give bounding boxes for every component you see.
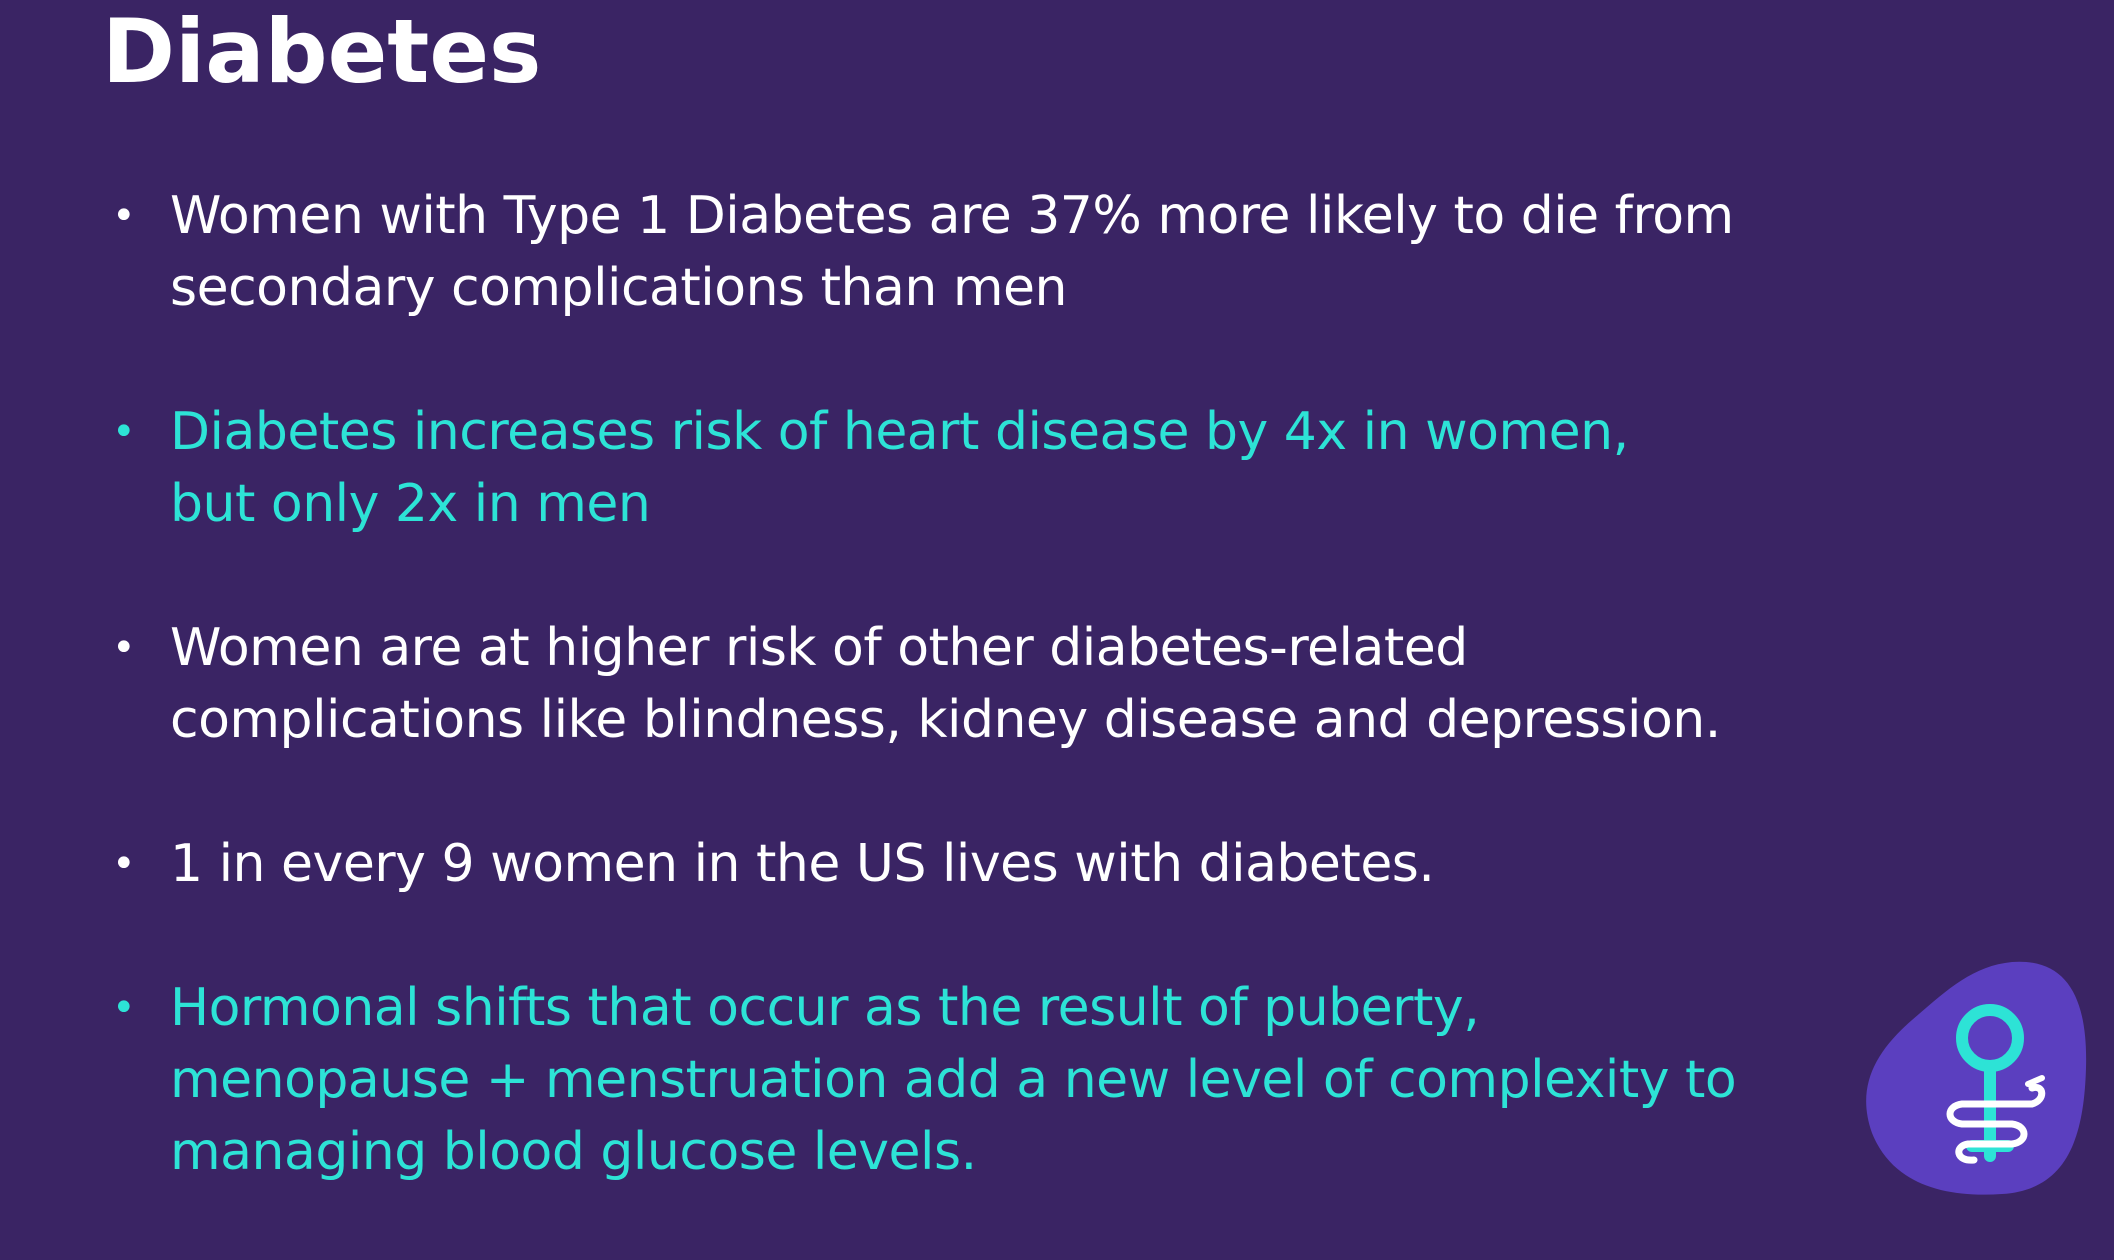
slide: Diabetes • Women with Type 1 Diabetes ar…	[102, 0, 2090, 1198]
bullet-line: menopause + menstruation add a new level…	[170, 1050, 1737, 1110]
logo-blob	[1866, 961, 2087, 1195]
bullet-marker: •	[112, 985, 136, 1031]
snake-head	[2025, 1075, 2045, 1087]
bullet-marker: •	[112, 193, 136, 239]
bullet-line: complications like blindness, kidney dis…	[170, 690, 1721, 750]
bullet-line: Hormonal shifts that occur as the result…	[170, 978, 1480, 1038]
bullet-item: • Women with Type 1 Diabetes are 37% mor…	[112, 180, 1862, 324]
bullet-marker: •	[112, 625, 136, 671]
bullet-line: Women with Type 1 Diabetes are 37% more …	[170, 186, 1734, 246]
bullet-item: • Diabetes increases risk of heart disea…	[112, 396, 1862, 540]
brand-logo	[1862, 958, 2090, 1198]
bullet-item: • 1 in every 9 women in the US lives wit…	[112, 828, 1862, 900]
bullet-item: • Hormonal shifts that occur as the resu…	[112, 972, 1862, 1188]
snake-coil	[1946, 1083, 2046, 1164]
bullet-line: secondary complications than men	[170, 258, 1067, 318]
bullet-marker: •	[112, 409, 136, 455]
bullet-marker: •	[112, 841, 136, 887]
bullet-line: but only 2x in men	[170, 474, 651, 534]
bullet-line: managing blood glucose levels.	[170, 1122, 977, 1182]
bullet-line: Women are at higher risk of other diabet…	[170, 618, 1468, 678]
bullet-list: • Women with Type 1 Diabetes are 37% mor…	[112, 180, 1862, 1260]
bullet-line: 1 in every 9 women in the US lives with …	[170, 834, 1435, 894]
bullet-line: Diabetes increases risk of heart disease…	[170, 402, 1629, 462]
slide-title: Diabetes	[102, 0, 542, 103]
bullet-item: • Women are at higher risk of other diab…	[112, 612, 1862, 756]
female-symbol-caduceus-icon	[1866, 961, 2087, 1195]
